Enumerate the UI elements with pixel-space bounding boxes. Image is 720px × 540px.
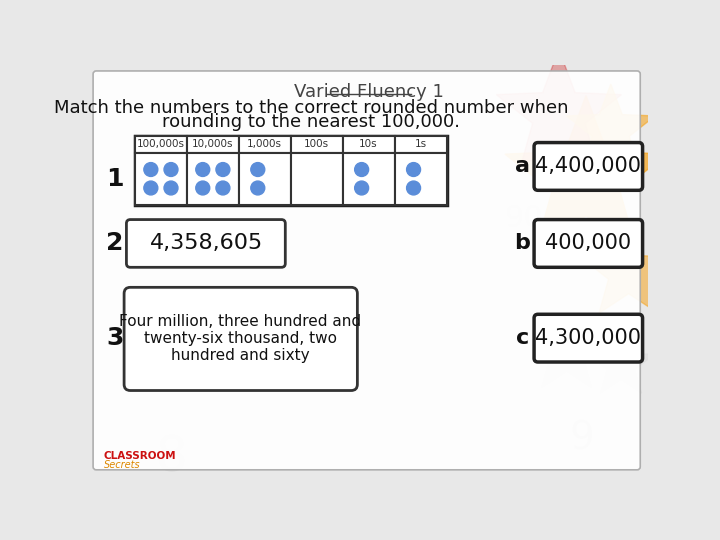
Text: a: a xyxy=(515,157,530,177)
Circle shape xyxy=(251,181,265,195)
Circle shape xyxy=(355,181,369,195)
Bar xyxy=(187,136,239,153)
FancyBboxPatch shape xyxy=(534,314,642,362)
Bar xyxy=(395,136,446,153)
Text: Four million, three hundred and: Four million, three hundred and xyxy=(120,314,361,329)
Bar xyxy=(135,136,187,153)
Polygon shape xyxy=(581,222,677,313)
Circle shape xyxy=(355,163,369,177)
Text: 100s: 100s xyxy=(304,139,329,149)
Text: b: b xyxy=(515,233,531,253)
Circle shape xyxy=(144,163,158,177)
Circle shape xyxy=(164,163,178,177)
Text: 4,400,000: 4,400,000 xyxy=(536,157,642,177)
Circle shape xyxy=(216,163,230,177)
Bar xyxy=(343,153,395,205)
Bar xyxy=(135,153,187,205)
Bar xyxy=(187,153,239,205)
Text: 1,000s: 1,000s xyxy=(247,139,282,149)
Text: 9: 9 xyxy=(570,419,595,457)
Polygon shape xyxy=(496,49,621,168)
Text: 4,300,000: 4,300,000 xyxy=(536,328,642,348)
Circle shape xyxy=(407,181,420,195)
Circle shape xyxy=(196,163,210,177)
FancyBboxPatch shape xyxy=(124,287,357,390)
Bar xyxy=(291,136,343,153)
Bar xyxy=(239,153,291,205)
Text: 90: 90 xyxy=(505,204,544,233)
Text: Secrets: Secrets xyxy=(104,460,140,470)
Circle shape xyxy=(164,181,178,195)
Text: 1: 1 xyxy=(106,167,124,191)
Text: c: c xyxy=(516,328,529,348)
Circle shape xyxy=(407,163,420,177)
Polygon shape xyxy=(526,311,607,388)
Text: CLASSROOM: CLASSROOM xyxy=(104,451,176,461)
Polygon shape xyxy=(588,330,654,393)
Bar xyxy=(395,153,446,205)
Text: 10,000s: 10,000s xyxy=(192,139,233,149)
Text: twenty-six thousand, two: twenty-six thousand, two xyxy=(144,330,337,346)
FancyBboxPatch shape xyxy=(534,220,642,267)
Bar xyxy=(239,136,291,153)
Circle shape xyxy=(216,181,230,195)
Text: 2: 2 xyxy=(106,232,124,255)
FancyBboxPatch shape xyxy=(93,71,640,470)
Circle shape xyxy=(144,181,158,195)
Circle shape xyxy=(196,181,210,195)
Text: Varied Fluency 1: Varied Fluency 1 xyxy=(294,83,444,102)
Text: 100,000s: 100,000s xyxy=(137,139,185,149)
Text: 1s: 1s xyxy=(415,139,426,149)
FancyBboxPatch shape xyxy=(135,136,446,205)
Bar xyxy=(343,136,395,153)
Circle shape xyxy=(251,163,265,177)
FancyBboxPatch shape xyxy=(127,220,285,267)
Text: Match the numbers to the correct rounded number when: Match the numbers to the correct rounded… xyxy=(53,99,568,117)
Text: 400,000: 400,000 xyxy=(545,233,631,253)
Text: 4,358,605: 4,358,605 xyxy=(150,233,263,253)
Polygon shape xyxy=(505,96,667,249)
Text: 10s: 10s xyxy=(359,139,378,149)
FancyBboxPatch shape xyxy=(534,143,642,190)
Text: 3: 3 xyxy=(106,326,124,350)
Text: rounding to the nearest 100,000.: rounding to the nearest 100,000. xyxy=(162,112,460,131)
Polygon shape xyxy=(567,84,655,167)
Text: 8: 8 xyxy=(156,434,187,482)
Bar xyxy=(291,153,343,205)
Text: hundred and sixty: hundred and sixty xyxy=(171,348,310,362)
